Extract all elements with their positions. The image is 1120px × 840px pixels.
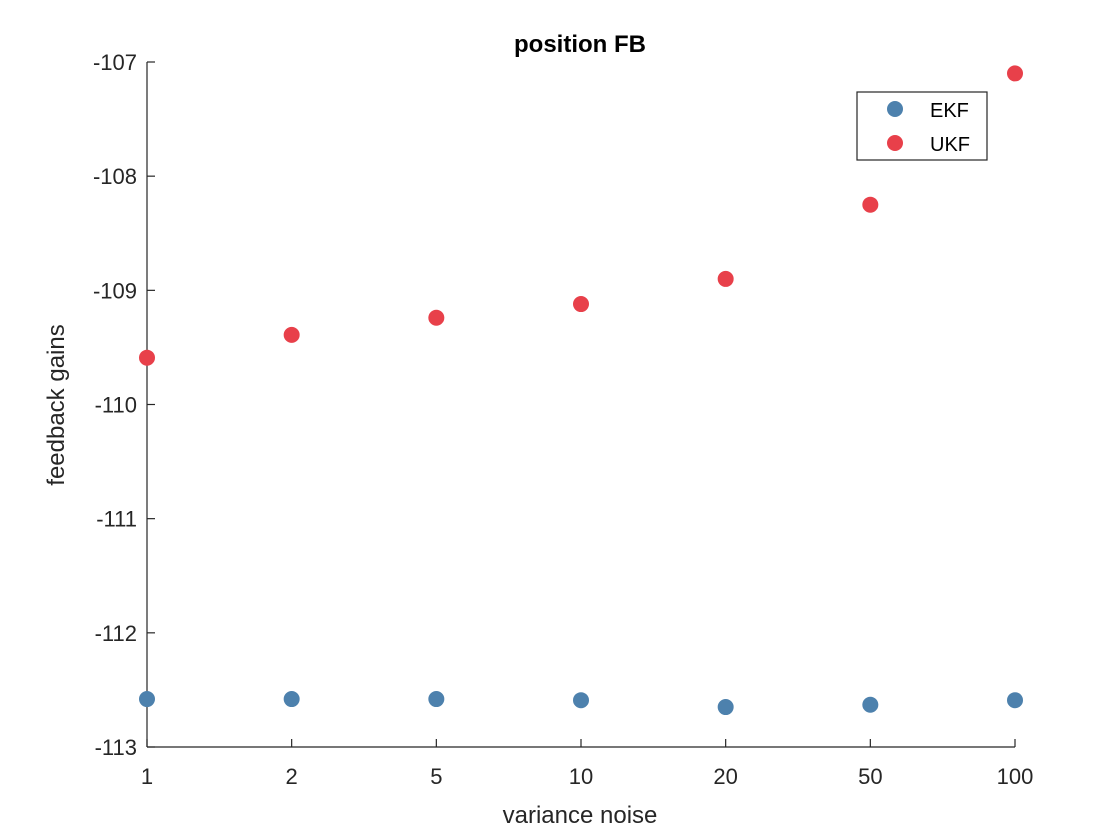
point-ekf — [717, 699, 734, 716]
y-tick-label: -113 — [95, 735, 137, 760]
point-ekf — [283, 691, 300, 708]
x-ticks: 1 2 5 10 20 50 100 — [141, 739, 1033, 789]
y-ticks: -113 -112 -111 -110 -109 -108 -107 — [93, 50, 155, 760]
x-tick-label: 50 — [858, 764, 882, 789]
point-ekf — [428, 691, 445, 708]
x-axis-title: variance noise — [503, 802, 658, 829]
point-ukf — [139, 349, 155, 366]
point-ukf — [428, 309, 445, 326]
legend-marker-ekf — [887, 101, 903, 117]
legend-box — [856, 91, 988, 161]
point-ekf — [573, 692, 589, 709]
point-ukf — [717, 270, 734, 287]
x-tick-label: 5 — [430, 764, 442, 789]
point-ekf — [862, 696, 879, 713]
y-tick-label: -112 — [95, 621, 137, 646]
y-tick-label: -107 — [93, 50, 137, 75]
y-tick-label: -111 — [96, 507, 137, 532]
x-tick-label: 10 — [569, 764, 593, 789]
axes — [146, 62, 1015, 748]
x-tick-label: 2 — [286, 764, 298, 789]
point-ukf — [1007, 65, 1023, 82]
chart-title: position FB — [514, 31, 646, 58]
x-tick-label: 100 — [997, 764, 1034, 789]
legend-label-ukf: UKF — [930, 134, 970, 156]
y-tick-label: -108 — [93, 164, 137, 189]
point-ekf — [139, 691, 155, 708]
x-tick-label: 1 — [141, 764, 153, 789]
data-points — [139, 65, 1023, 716]
point-ekf — [1007, 692, 1023, 709]
y-tick-label: -109 — [93, 278, 137, 303]
y-axis-title: feedback gains — [43, 324, 70, 485]
legend-label-ekf: EKF — [930, 100, 969, 122]
y-tick-label: -110 — [95, 393, 137, 418]
legend-marker-ukf — [887, 135, 903, 151]
point-ukf — [283, 326, 300, 343]
point-ukf — [573, 296, 589, 313]
point-ukf — [862, 196, 879, 213]
x-tick-label: 20 — [713, 764, 737, 789]
legend: EKF UKF — [856, 91, 988, 161]
